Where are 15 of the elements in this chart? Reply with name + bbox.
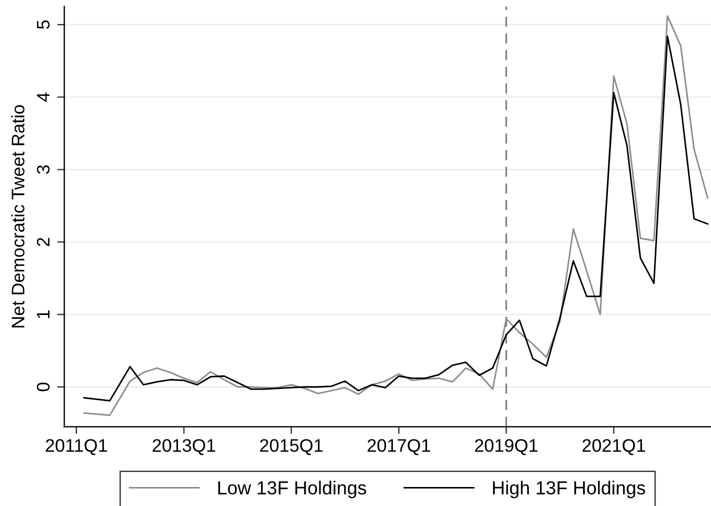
x-tick-label: 2013Q1 [152,439,216,456]
x-tick-label: 2021Q1 [582,439,646,456]
legend-label: High 13F Holdings [493,480,646,498]
x-tick-label: 2017Q1 [368,439,430,456]
legend-label: Low 13F Holdings [218,480,366,498]
y-tick-label: 2 [36,238,50,246]
y-tick-label: 5 [37,20,50,29]
y-tick-label: 4 [37,92,50,102]
x-tick-label: 2019Q1 [475,439,538,456]
x-tick-label: 2015Q1 [260,439,323,456]
y-tick-label: 0 [36,382,50,392]
x-tick-label: 2011Q1 [46,439,107,456]
y-axis-title: Net Democratic Tweet Ratio [11,105,24,328]
y-tick-label: 1 [37,310,50,318]
y-tick-label: 3 [36,165,50,174]
